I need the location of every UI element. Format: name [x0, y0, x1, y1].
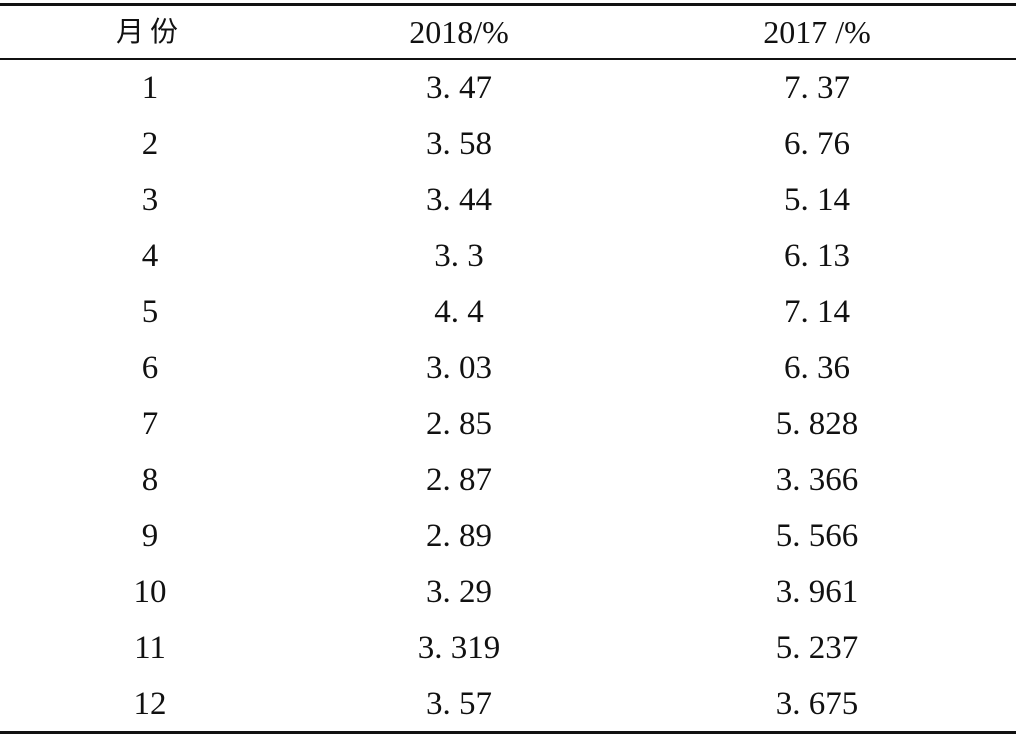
value-2018-cell: 2. 85	[426, 405, 492, 442]
value-2017-cell: 7. 37	[784, 69, 850, 106]
table-row: 1 3. 47 7. 37	[0, 60, 1016, 116]
value-2018-cell: 3. 03	[426, 349, 492, 386]
value-2018-cell: 3. 29	[426, 573, 492, 610]
value-2018-cell: 4. 4	[434, 293, 484, 330]
month-cell: 11	[134, 629, 166, 666]
value-2017-cell: 5. 237	[775, 629, 859, 666]
header-month: 月份	[115, 15, 184, 48]
month-cell: 1	[141, 69, 159, 106]
month-cell: 9	[141, 517, 159, 554]
month-cell: 10	[133, 573, 167, 610]
value-2017-cell: 3. 961	[775, 573, 859, 610]
header-2018: 2018/%	[409, 14, 509, 50]
value-2017-cell: 6. 76	[784, 125, 850, 162]
table-row: 10 3. 29 3. 961	[0, 564, 1016, 620]
value-2018-cell: 3. 319	[417, 629, 501, 666]
value-2017-cell: 3. 366	[775, 461, 859, 498]
table-row: 7 2. 85 5. 828	[0, 396, 1016, 452]
value-2018-cell: 3. 57	[426, 685, 492, 722]
table-row: 8 2. 87 3. 366	[0, 452, 1016, 508]
value-2018-cell: 2. 89	[426, 517, 492, 554]
value-2017-cell: 6. 13	[784, 237, 850, 274]
value-2018-cell: 2. 87	[426, 461, 492, 498]
table-row: 11 3. 319 5. 237	[0, 620, 1016, 676]
table-header-rule	[0, 58, 1016, 60]
header-2017: 2017 /%	[763, 14, 871, 50]
month-cell: 6	[141, 349, 159, 386]
value-2018-cell: 3. 44	[426, 181, 492, 218]
value-2017-cell: 5. 566	[775, 517, 859, 554]
table-row: 9 2. 89 5. 566	[0, 508, 1016, 564]
month-cell: 2	[141, 125, 159, 162]
value-2017-cell: 7. 14	[784, 293, 850, 330]
month-cell: 5	[141, 293, 159, 330]
value-2018-cell: 3. 3	[434, 237, 484, 274]
value-2017-cell: 5. 14	[784, 181, 850, 218]
table-bottom-rule	[0, 731, 1016, 734]
value-2017-cell: 5. 828	[775, 405, 859, 442]
table-top-rule	[0, 3, 1016, 6]
month-cell: 3	[141, 181, 159, 218]
table-row: 4 3. 3 6. 13	[0, 228, 1016, 284]
value-2018-cell: 3. 58	[426, 125, 492, 162]
table-row: 3 3. 44 5. 14	[0, 172, 1016, 228]
value-2017-cell: 6. 36	[784, 349, 850, 386]
month-cell: 7	[141, 405, 159, 442]
value-2018-cell: 3. 47	[426, 69, 492, 106]
table-row: 6 3. 03 6. 36	[0, 340, 1016, 396]
month-cell: 8	[141, 461, 159, 498]
month-cell: 4	[141, 237, 159, 274]
table-row: 2 3. 58 6. 76	[0, 116, 1016, 172]
table-header-row: 月份 2018/% 2017 /%	[0, 6, 1016, 58]
table-row: 12 3. 57 3. 675	[0, 676, 1016, 732]
value-2017-cell: 3. 675	[775, 685, 859, 722]
month-cell: 12	[133, 685, 167, 722]
table-row: 5 4. 4 7. 14	[0, 284, 1016, 340]
